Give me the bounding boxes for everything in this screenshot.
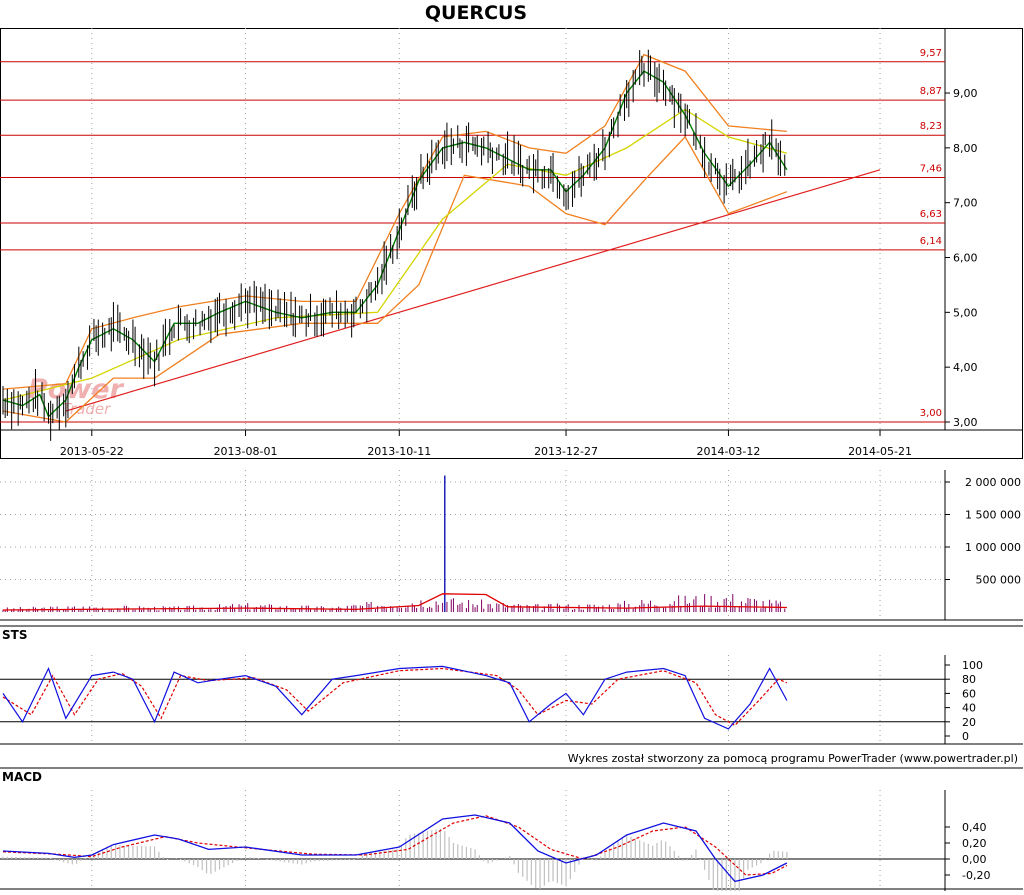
chart-title: QUERCUS	[425, 2, 527, 24]
macd-panel: MACD -0,20 0,00 0,20 0,40	[0, 770, 1023, 895]
sts-signal-line	[2, 667, 788, 727]
sts-ytick-label: 80	[962, 673, 976, 686]
sts-ytick-label: 20	[962, 716, 976, 729]
volume-ytick-label: 1 000 000	[965, 541, 1021, 554]
macd-ytick-label: -0,20	[962, 869, 990, 882]
level-label: 9,57	[920, 48, 942, 59]
level-label: 8,23	[920, 121, 942, 132]
macd-ytick-label: 0,00	[962, 853, 987, 866]
price-ytick-label: 5,00	[953, 306, 978, 319]
sts-ytick-label: 40	[962, 702, 976, 715]
macd-ytick-label: 0,40	[962, 821, 987, 834]
trendline	[65, 169, 881, 412]
price-ytick-label: 9,00	[953, 87, 978, 100]
price-xtick-label: 2013-08-01	[214, 445, 278, 458]
sts-ytick-label: 60	[962, 687, 976, 700]
sts-panel-title: STS	[2, 628, 27, 642]
volume-panel: 500 000 1 000 000 1 500 000 2 000 000	[0, 470, 1023, 621]
price-xtick-label: 2013-05-22	[60, 445, 124, 458]
price-ytick-label: 3,00	[953, 416, 978, 429]
price-ytick-label: 6,00	[953, 252, 978, 265]
price-ytick-label: 4,00	[953, 361, 978, 374]
sts-ytick-label: 100	[962, 659, 983, 672]
price-frame	[0, 28, 1023, 459]
price-xtick-label: 2014-05-21	[848, 445, 912, 458]
credit-text: Wykres został stworzony za pomocą progra…	[568, 752, 1018, 765]
price-ytick-label: 8,00	[953, 142, 978, 155]
price-panel: 3,00 4,00 5,00 6,00 7,00 8,00 9,00 2013-05-22 20…	[0, 28, 1023, 459]
level-label: 6,63	[920, 209, 942, 220]
volume-average-line	[2, 593, 787, 611]
price-xtick-label: 2013-12-27	[534, 445, 598, 458]
ma-slow	[2, 108, 788, 401]
volume-ytick-label: 1 500 000	[965, 509, 1021, 522]
volume-ytick-label: 500 000	[976, 574, 1022, 587]
price-xtick-label: 2013-10-11	[367, 445, 431, 458]
volume-ytick-label: 2 000 000	[965, 476, 1021, 489]
level-label: 3,00	[920, 408, 942, 419]
price-ytick-label: 7,00	[953, 197, 978, 210]
bollinger-lower	[2, 135, 788, 423]
sts-ytick-label: 0	[962, 730, 969, 743]
price-xtick-label: 2014-03-12	[696, 445, 760, 458]
macd-signal-line	[2, 815, 788, 876]
level-label: 6,14	[920, 236, 942, 247]
macd-main-line	[2, 814, 788, 883]
macd-ytick-label: 0,20	[962, 837, 987, 850]
level-label: 8,87	[920, 86, 942, 97]
level-label: 7,46	[920, 163, 942, 174]
sts-main-line	[2, 665, 788, 730]
macd-panel-title: MACD	[2, 770, 42, 784]
